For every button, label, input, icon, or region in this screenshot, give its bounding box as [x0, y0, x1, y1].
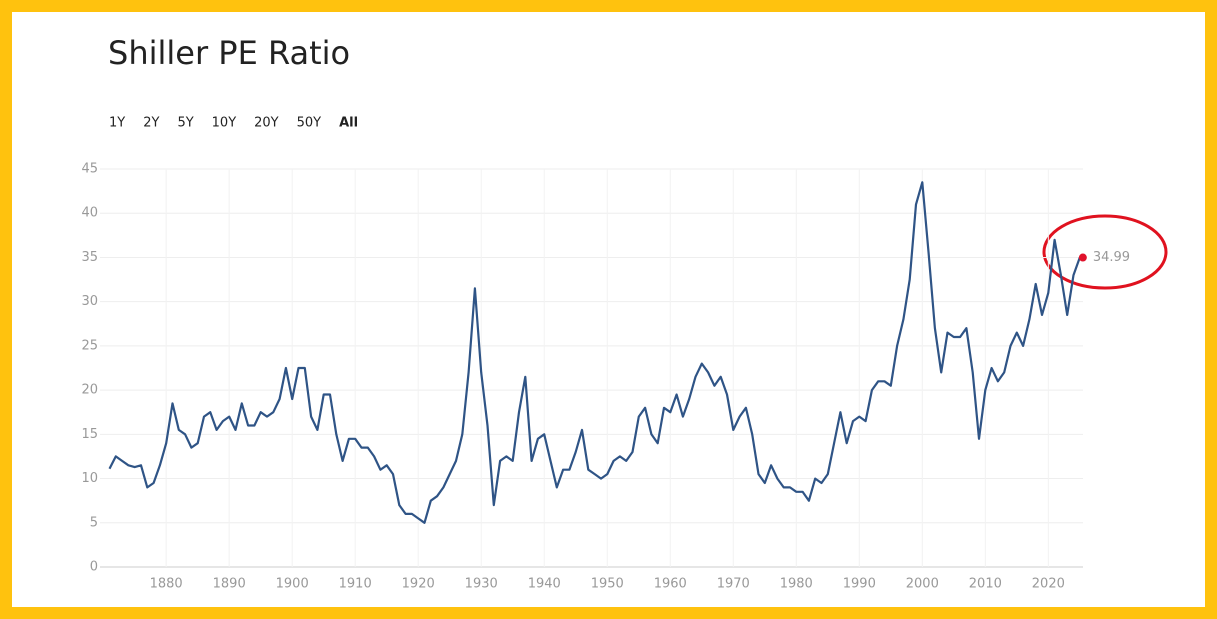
x-tick-label: 1930	[465, 577, 498, 592]
last-point	[1078, 253, 1087, 262]
x-tick-label: 1900	[276, 577, 309, 592]
y-tick-label: 10	[81, 471, 98, 486]
y-tick-label: 35	[81, 250, 98, 265]
y-tick-label: 20	[81, 383, 98, 398]
x-tick-label: 2010	[969, 577, 1002, 592]
x-tick-label: 1940	[528, 577, 561, 592]
y-tick-label: 40	[81, 206, 98, 221]
x-tick-label: 1880	[150, 577, 183, 592]
x-tick-label: 1970	[717, 577, 750, 592]
x-tick-label: 1980	[780, 577, 813, 592]
x-tick-label: 1890	[213, 577, 246, 592]
y-tick-label: 30	[81, 294, 98, 309]
y-tick-label: 5	[90, 515, 98, 530]
y-tick-label: 45	[81, 162, 98, 177]
range-button[interactable]: 20Y	[254, 116, 279, 131]
x-tick-label: 2020	[1032, 577, 1065, 592]
range-button[interactable]: 10Y	[212, 116, 237, 131]
line	[108, 181, 1081, 524]
chart-title: Shiller PE Ratio	[108, 34, 350, 72]
x-tick-label: 1960	[654, 577, 687, 592]
range-button[interactable]: 5Y	[177, 116, 193, 131]
x-tick-label: 1990	[843, 577, 876, 592]
x-tick-label: 1950	[591, 577, 624, 592]
y-tick-label: 25	[81, 338, 98, 353]
x-tick-label: 2000	[906, 577, 939, 592]
range-button[interactable]: 50Y	[297, 116, 322, 131]
x-tick-label: 1920	[402, 577, 435, 592]
range-button[interactable]: 1Y	[109, 116, 125, 131]
y-tick-label: 0	[90, 560, 98, 575]
highlight-ellipse	[1042, 214, 1168, 290]
x-tick-label: 1910	[339, 577, 372, 592]
range-button[interactable]: 2Y	[143, 116, 159, 131]
range-button[interactable]: All	[339, 116, 358, 131]
y-tick-label: 15	[81, 427, 98, 442]
last-value-label: 34.99	[1093, 250, 1130, 265]
